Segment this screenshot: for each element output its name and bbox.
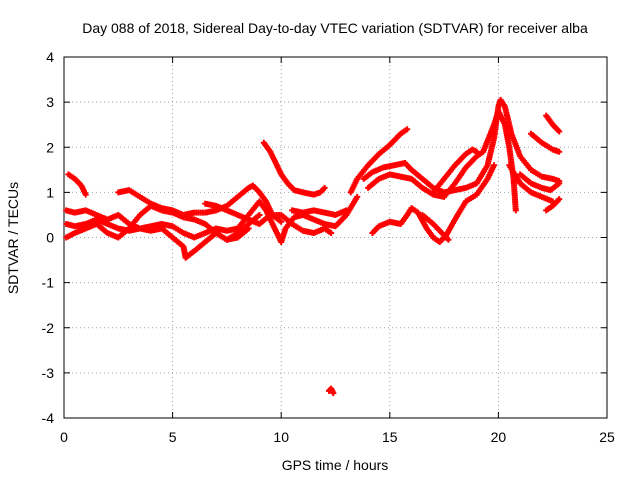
x-axis-label: GPS time / hours <box>282 457 389 473</box>
y-tick-label: 4 <box>46 49 54 65</box>
data-point <box>82 191 89 198</box>
series-track-8 <box>289 207 350 218</box>
series-track-18 <box>517 171 563 194</box>
data-point <box>556 128 563 135</box>
series-track-16 <box>527 130 563 155</box>
data-point <box>245 225 252 232</box>
series-track-11 <box>365 108 519 214</box>
x-tick-label: 10 <box>273 429 289 445</box>
series-outlier <box>325 385 337 397</box>
x-tick-label: 5 <box>169 429 177 445</box>
data-point <box>491 162 498 169</box>
series-track-15 <box>506 162 556 205</box>
series-track-5 <box>115 182 285 225</box>
data-point <box>278 218 285 225</box>
series-track-9 <box>347 126 411 196</box>
data-point <box>328 229 335 236</box>
data-point <box>256 211 263 218</box>
series-track-13 <box>419 211 452 243</box>
plot-frame <box>63 56 608 419</box>
series-track-19 <box>543 196 563 214</box>
data-point <box>354 193 361 200</box>
data-point <box>556 180 563 187</box>
y-tick-label: -4 <box>42 410 55 426</box>
y-axis-label: SDTVAR / TECUs <box>5 182 21 294</box>
chart-title: Day 088 of 2018, Sidereal Day-to-day VTE… <box>82 20 588 36</box>
series-track-6 <box>202 200 335 236</box>
series-track-12 <box>369 162 498 246</box>
y-tick-label: 0 <box>46 230 54 246</box>
data-point <box>321 184 328 191</box>
x-tick-label: 15 <box>382 429 398 445</box>
data-point <box>343 207 350 214</box>
marks-layer <box>63 96 563 397</box>
y-tick-label: -1 <box>42 275 55 291</box>
x-tick-label: 25 <box>599 429 615 445</box>
data-point <box>330 390 337 397</box>
data-point <box>512 207 519 214</box>
data-point <box>473 148 480 155</box>
series-track-3 <box>63 193 361 246</box>
data-point <box>556 148 563 155</box>
series-track-17 <box>543 112 563 135</box>
x-tick-label: 0 <box>60 429 68 445</box>
y-tick-label: 3 <box>46 94 54 110</box>
series-track-7 <box>260 139 328 198</box>
data-point <box>445 236 452 243</box>
x-tick-label: 20 <box>491 429 507 445</box>
grid-layer <box>64 57 607 418</box>
data-point <box>556 196 563 203</box>
y-tick-label: 2 <box>46 139 54 155</box>
y-tick-label: -2 <box>42 320 55 336</box>
y-tick-label: 1 <box>46 184 54 200</box>
y-tick-label: -3 <box>42 365 55 381</box>
series-track-14 <box>430 146 480 196</box>
data-point <box>404 126 411 133</box>
series-track-2 <box>65 171 89 198</box>
